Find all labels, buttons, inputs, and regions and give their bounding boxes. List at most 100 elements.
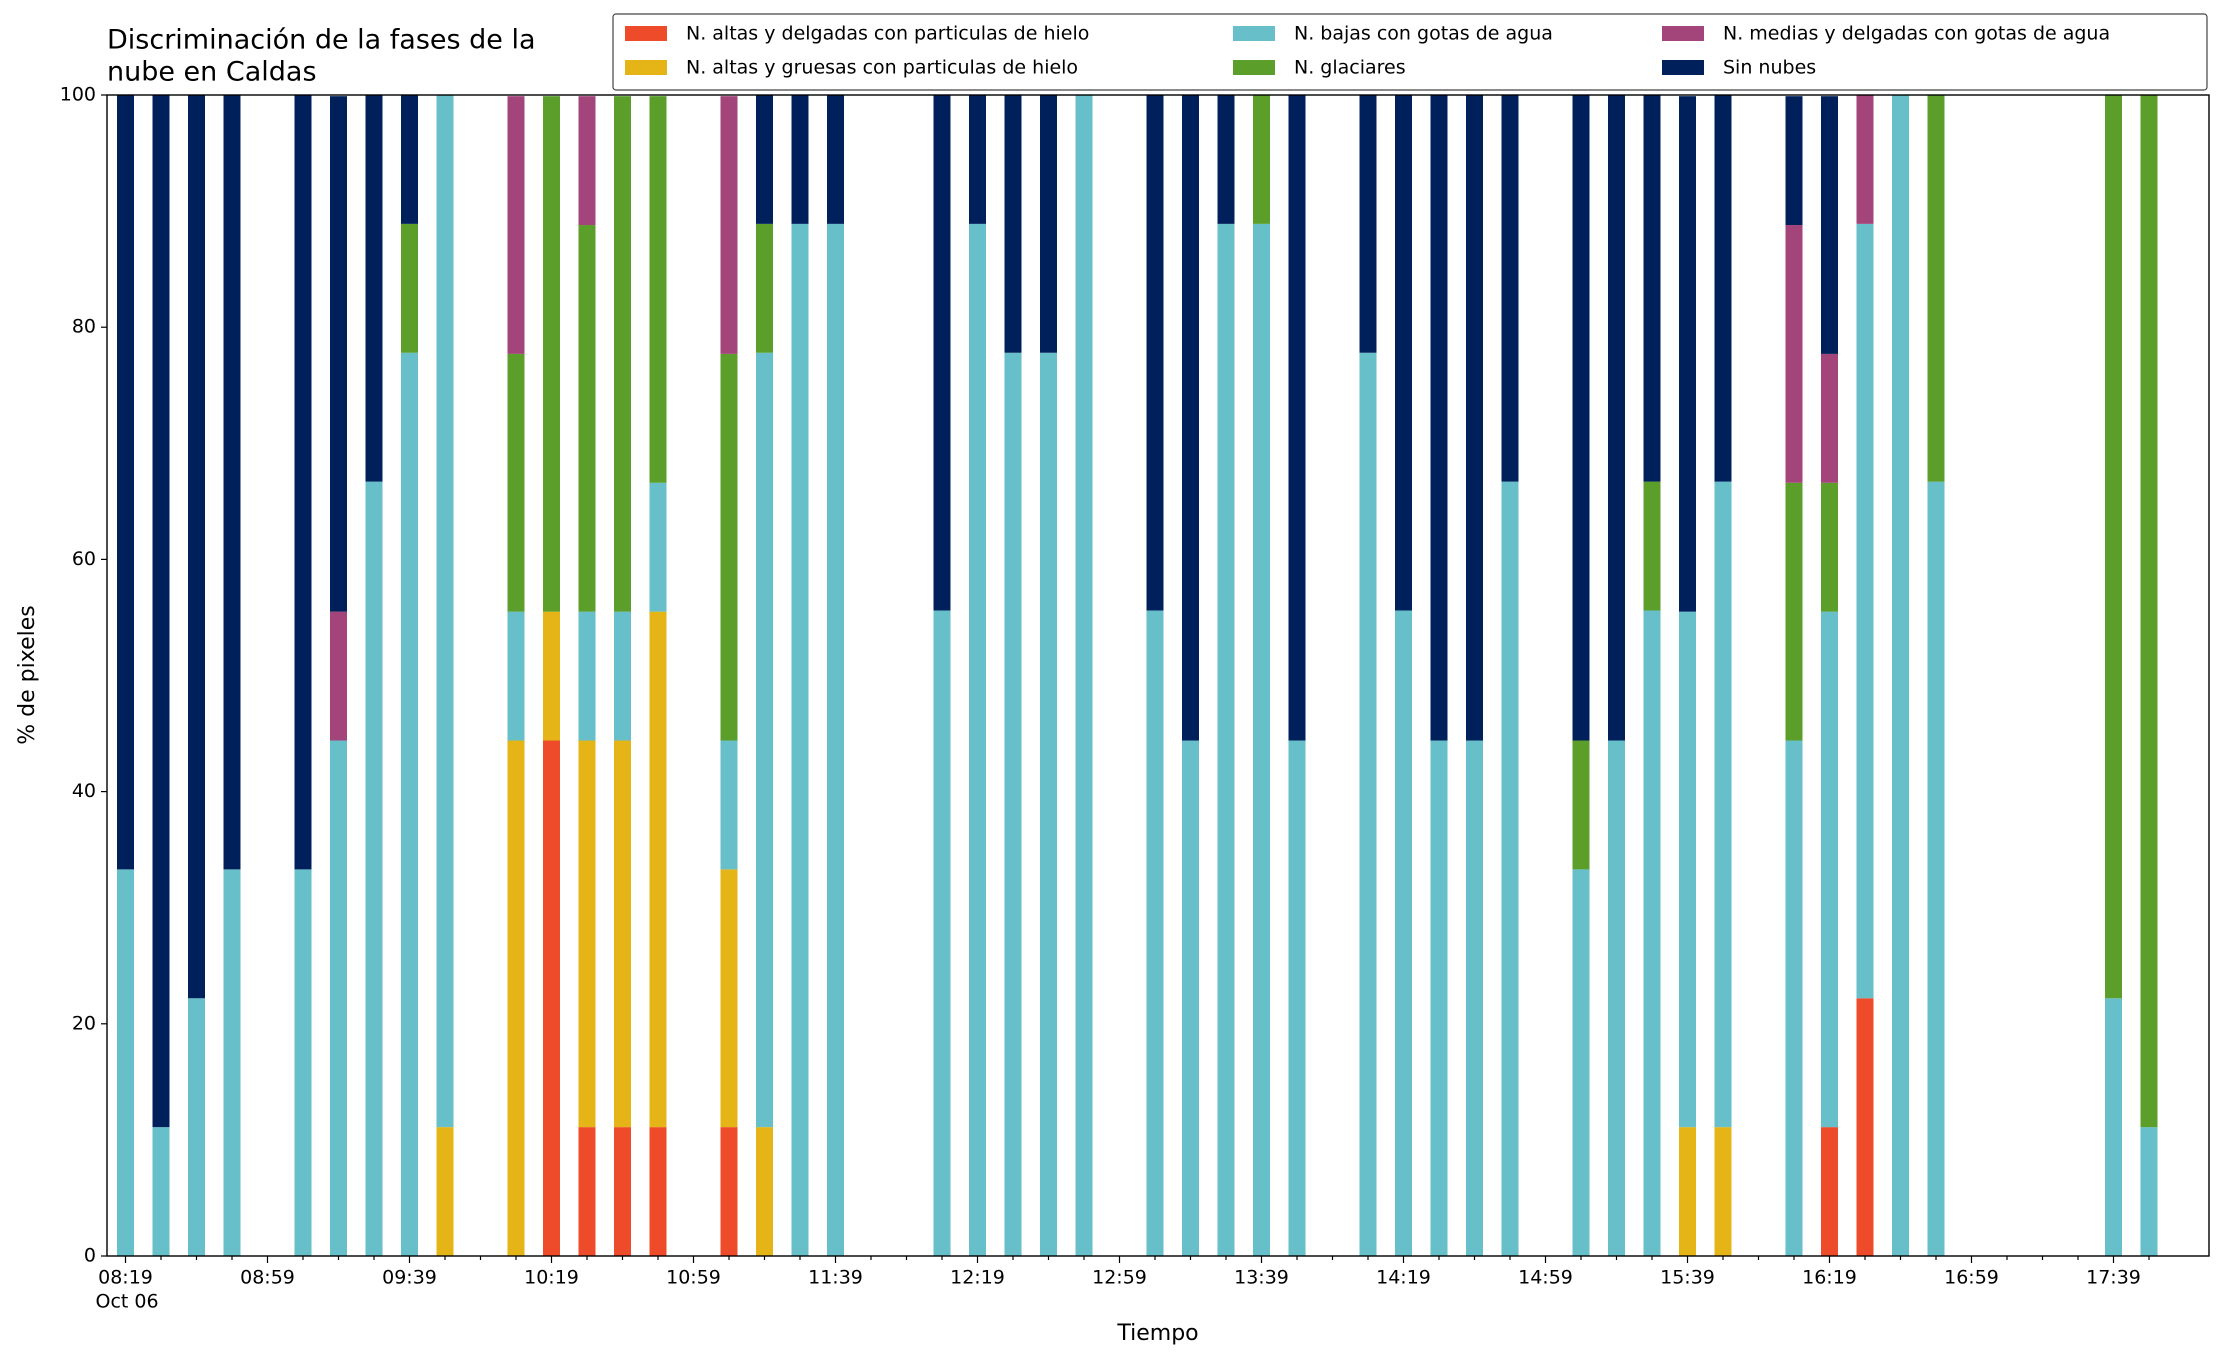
- y-tick-label: 100: [60, 84, 96, 106]
- bar-segment: [1572, 869, 1590, 1256]
- bar-segment: [1253, 95, 1270, 224]
- x-tick-label: 08:19: [98, 1267, 153, 1289]
- bar-segment: [1146, 610, 1164, 1256]
- bar-segment: [1217, 95, 1235, 224]
- bar-segment: [578, 611, 596, 741]
- bar-segment: [401, 352, 418, 1256]
- bar-segment: [1572, 95, 1590, 741]
- y-tick-label: 80: [72, 316, 96, 338]
- x-axis-label: Tiempo: [1116, 1321, 1198, 1346]
- legend-swatch: [1662, 26, 1704, 41]
- legend-swatch: [1233, 26, 1275, 41]
- bar-segment: [1395, 610, 1412, 1256]
- y-tick-label: 40: [72, 780, 96, 802]
- x-tick-label: 12:59: [1092, 1267, 1147, 1289]
- bar-segment: [720, 96, 738, 354]
- bar-segment: [1395, 95, 1412, 611]
- bar-segment: [614, 1127, 631, 1256]
- x-tick-label: 16:59: [1944, 1267, 1999, 1289]
- bar-segment: [436, 95, 454, 1128]
- bar-segment: [1927, 481, 1945, 1256]
- bar-segment: [1892, 95, 1909, 1256]
- plot-frame: [106, 94, 2210, 1257]
- bar-segment: [1182, 740, 1199, 1256]
- bar-segment: [330, 611, 347, 741]
- x-tick-label: 08:59: [240, 1267, 295, 1289]
- bar-segment: [1501, 95, 1519, 482]
- bar-segment: [969, 223, 986, 1257]
- x-tick-label: 15:39: [1660, 1267, 1715, 1289]
- bar-segment: [614, 96, 631, 612]
- bar-segment: [1075, 95, 1093, 1256]
- y-tick-label: 60: [72, 548, 96, 570]
- y-tick-label: 20: [72, 1012, 96, 1034]
- bar-segment: [1182, 95, 1199, 741]
- bar-segment: [543, 740, 560, 1256]
- bar-segment: [365, 481, 383, 1256]
- x-tick-label: 12:19: [950, 1267, 1005, 1289]
- bar-segment: [2105, 95, 2122, 999]
- legend-swatch: [1233, 60, 1275, 75]
- bar-segment: [223, 95, 241, 870]
- bar-segment: [1821, 611, 1838, 1128]
- bar-segment: [1856, 223, 1874, 999]
- bar-segment: [1679, 1127, 1696, 1256]
- legend-label: N. altas y delgadas con particulas de hi…: [686, 23, 1089, 45]
- bar-segment: [1643, 610, 1661, 1256]
- bar-segment: [1785, 225, 1803, 483]
- bar-segment: [1643, 95, 1661, 482]
- bar-segment: [1927, 95, 1945, 482]
- bar-segment: [1714, 1127, 1732, 1256]
- x-date-label: Oct 06: [96, 1291, 159, 1313]
- legend-swatch: [1662, 60, 1704, 75]
- bar-segment: [756, 95, 773, 224]
- bar-segment: [1040, 352, 1057, 1256]
- bar-segment: [756, 223, 773, 353]
- bar-segment: [507, 611, 525, 741]
- bar-segment: [1785, 482, 1803, 741]
- bar-segment: [1821, 96, 1838, 354]
- bar-segment: [1714, 95, 1732, 482]
- bar-segment: [1359, 95, 1377, 353]
- bar-segment: [614, 611, 631, 741]
- bar-segment: [1430, 95, 1448, 741]
- bar-segment: [436, 1127, 454, 1256]
- bar-segment: [401, 95, 418, 224]
- legend-label: N. bajas con gotas de agua: [1294, 23, 1553, 45]
- chart-title: Discriminación de la fases de la: [107, 25, 536, 56]
- bar-segment: [933, 610, 951, 1256]
- bar-segment: [649, 611, 667, 1128]
- bar-segment: [1288, 740, 1306, 1256]
- bar-segment: [1572, 740, 1590, 870]
- bar-segment: [1821, 482, 1838, 612]
- bar-segment: [1217, 223, 1235, 1257]
- bar-segment: [223, 869, 241, 1256]
- bar-segment: [791, 223, 809, 1257]
- bar-segment: [188, 998, 205, 1256]
- bar-segment: [1679, 611, 1696, 1128]
- bar-segment: [969, 95, 986, 224]
- y-tick-label: 0: [84, 1245, 96, 1267]
- bar-segment: [827, 223, 844, 1257]
- bar-segment: [720, 869, 738, 1128]
- bar-segment: [649, 482, 667, 612]
- x-tick-label: 10:19: [524, 1267, 579, 1289]
- chart-title: nube en Caldas: [107, 57, 317, 88]
- x-tick-label: 17:39: [2086, 1267, 2141, 1289]
- bar-segment: [1856, 998, 1874, 1256]
- legend-label: N. glaciares: [1294, 57, 1406, 79]
- bar-segment: [720, 740, 738, 870]
- bar-segment: [756, 352, 773, 1128]
- legend-swatch: [625, 26, 667, 41]
- bar-segment: [791, 95, 809, 224]
- legend-label: Sin nubes: [1723, 57, 1816, 79]
- bar-segment: [2140, 1127, 2158, 1256]
- bar-segment: [294, 869, 312, 1256]
- bar-segment: [1288, 95, 1306, 741]
- bar-segment: [117, 869, 134, 1256]
- bar-segment: [1608, 740, 1625, 1256]
- bar-segment: [1359, 352, 1377, 1256]
- bar-segment: [578, 1127, 596, 1256]
- bar-segment: [1785, 740, 1803, 1256]
- bar-segment: [330, 740, 347, 1256]
